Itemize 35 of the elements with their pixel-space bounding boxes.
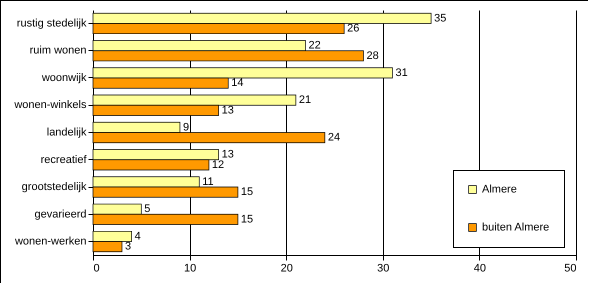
y-tick-label: wonen-winkels [13, 99, 87, 112]
x-tick-label: 40 [474, 262, 486, 274]
data-label: 22 [308, 40, 321, 52]
data-label: 9 [182, 121, 190, 134]
data-label: 35 [434, 12, 446, 24]
data-label: 5 [144, 203, 150, 216]
data-label: 12 [212, 158, 224, 171]
x-tick-label: 50 [564, 262, 576, 274]
data-label: 13 [222, 104, 234, 116]
data-label: 28 [366, 50, 379, 62]
y-tick-label: woonwijk [40, 72, 87, 84]
data-label: 11 [202, 176, 214, 188]
data-label: 21 [298, 94, 312, 106]
x-tick-label: 30 [377, 262, 390, 274]
data-label: 15 [240, 213, 254, 226]
x-tick-label: 0 [94, 262, 100, 274]
y-tick-label: landelijk [46, 126, 87, 138]
data-label: 26 [347, 22, 360, 35]
x-tick-label: 20 [280, 262, 293, 274]
legend-label: buiten Almere [482, 222, 550, 234]
data-label: 4 [134, 230, 141, 242]
data-label: 3 [124, 240, 132, 253]
data-label: 31 [395, 66, 408, 79]
data-label: 14 [231, 77, 244, 90]
y-tick-label: wonen-werken [14, 236, 86, 248]
y-tick-label: recreatief [40, 154, 88, 166]
legend-label: Almere [482, 184, 517, 196]
y-tick-label: ruim wonen [30, 44, 86, 57]
x-tick-label: 10 [184, 262, 196, 274]
y-tick-label: grootstedelijk [22, 181, 87, 194]
y-tick-label: gevarieerd [34, 208, 86, 220]
data-label: 15 [240, 186, 254, 198]
y-tick-label: rustig stedelijk [16, 17, 87, 30]
data-label: 13 [222, 148, 234, 161]
data-label: 24 [328, 132, 340, 144]
